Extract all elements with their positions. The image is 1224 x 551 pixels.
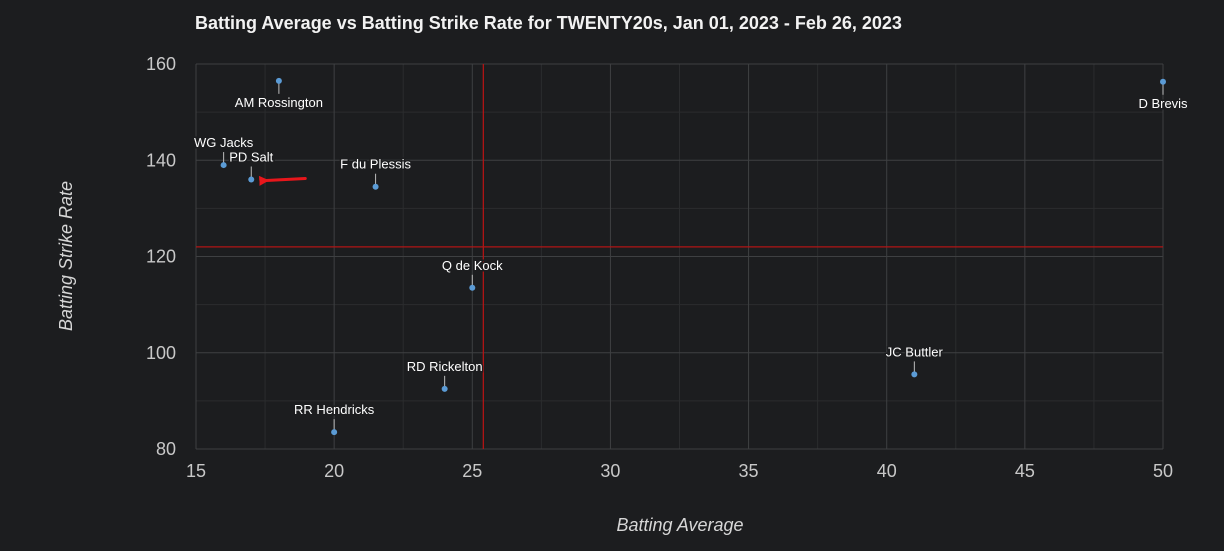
y-axis-title: Batting Strike Rate [56, 181, 76, 331]
y-tick-label: 140 [146, 150, 176, 170]
y-tick-label: 100 [146, 343, 176, 363]
data-point-group: D Brevis [1137, 78, 1190, 112]
data-point-group: F du Plessis [339, 155, 413, 190]
data-point-group: WG Jacks [193, 134, 255, 169]
data-point-label: PD Salt [229, 150, 273, 165]
x-tick-label: 25 [462, 461, 482, 481]
data-point-label: WG Jacks [194, 135, 254, 150]
chart-title: Batting Average vs Batting Strike Rate f… [195, 13, 902, 33]
x-tick-label: 15 [186, 461, 206, 481]
data-point-group: RR Hendricks [293, 401, 376, 436]
data-point-group: AM Rossington [233, 77, 324, 111]
grid [195, 63, 1164, 450]
data-point [1160, 78, 1166, 85]
data-point-label: RR Hendricks [294, 402, 375, 417]
data-point-group: RD Rickelton [405, 357, 484, 392]
x-axis-title: Batting Average [616, 515, 743, 535]
data-point-group: Q de Kock [440, 256, 505, 291]
data-point [248, 176, 255, 183]
y-tick-label: 120 [146, 247, 176, 267]
data-point-label: JC Buttler [886, 344, 944, 359]
highlight-arrow [259, 175, 307, 186]
data-point-group: JC Buttler [884, 343, 945, 378]
data-point-label: F du Plessis [340, 157, 411, 172]
data-point-label: Q de Kock [442, 258, 503, 273]
annotations [259, 175, 307, 186]
x-tick-label: 30 [600, 461, 620, 481]
data-point-label: RD Rickelton [407, 359, 483, 374]
data-point-group: PD Salt [228, 148, 275, 183]
data-point [441, 385, 448, 392]
x-tick-label: 50 [1153, 461, 1173, 481]
data-point-label: AM Rossington [235, 95, 323, 110]
data-point [469, 284, 476, 291]
x-tick-label: 45 [1015, 461, 1035, 481]
x-tick-label: 40 [877, 461, 897, 481]
tick-labels: 15 20 25 30 35 40 45 50 80 100 120 140 160 [146, 54, 1173, 481]
x-tick-label: 20 [324, 461, 344, 481]
y-tick-label: 160 [146, 54, 176, 74]
y-tick-label: 80 [156, 439, 176, 459]
reference-lines [196, 64, 1163, 449]
data-point [275, 77, 282, 84]
data-point [372, 183, 379, 190]
data-point [911, 371, 918, 378]
x-tick-label: 35 [739, 461, 759, 481]
data-point [331, 429, 338, 436]
data-point [220, 162, 227, 169]
data-point-label: D Brevis [1138, 96, 1188, 111]
